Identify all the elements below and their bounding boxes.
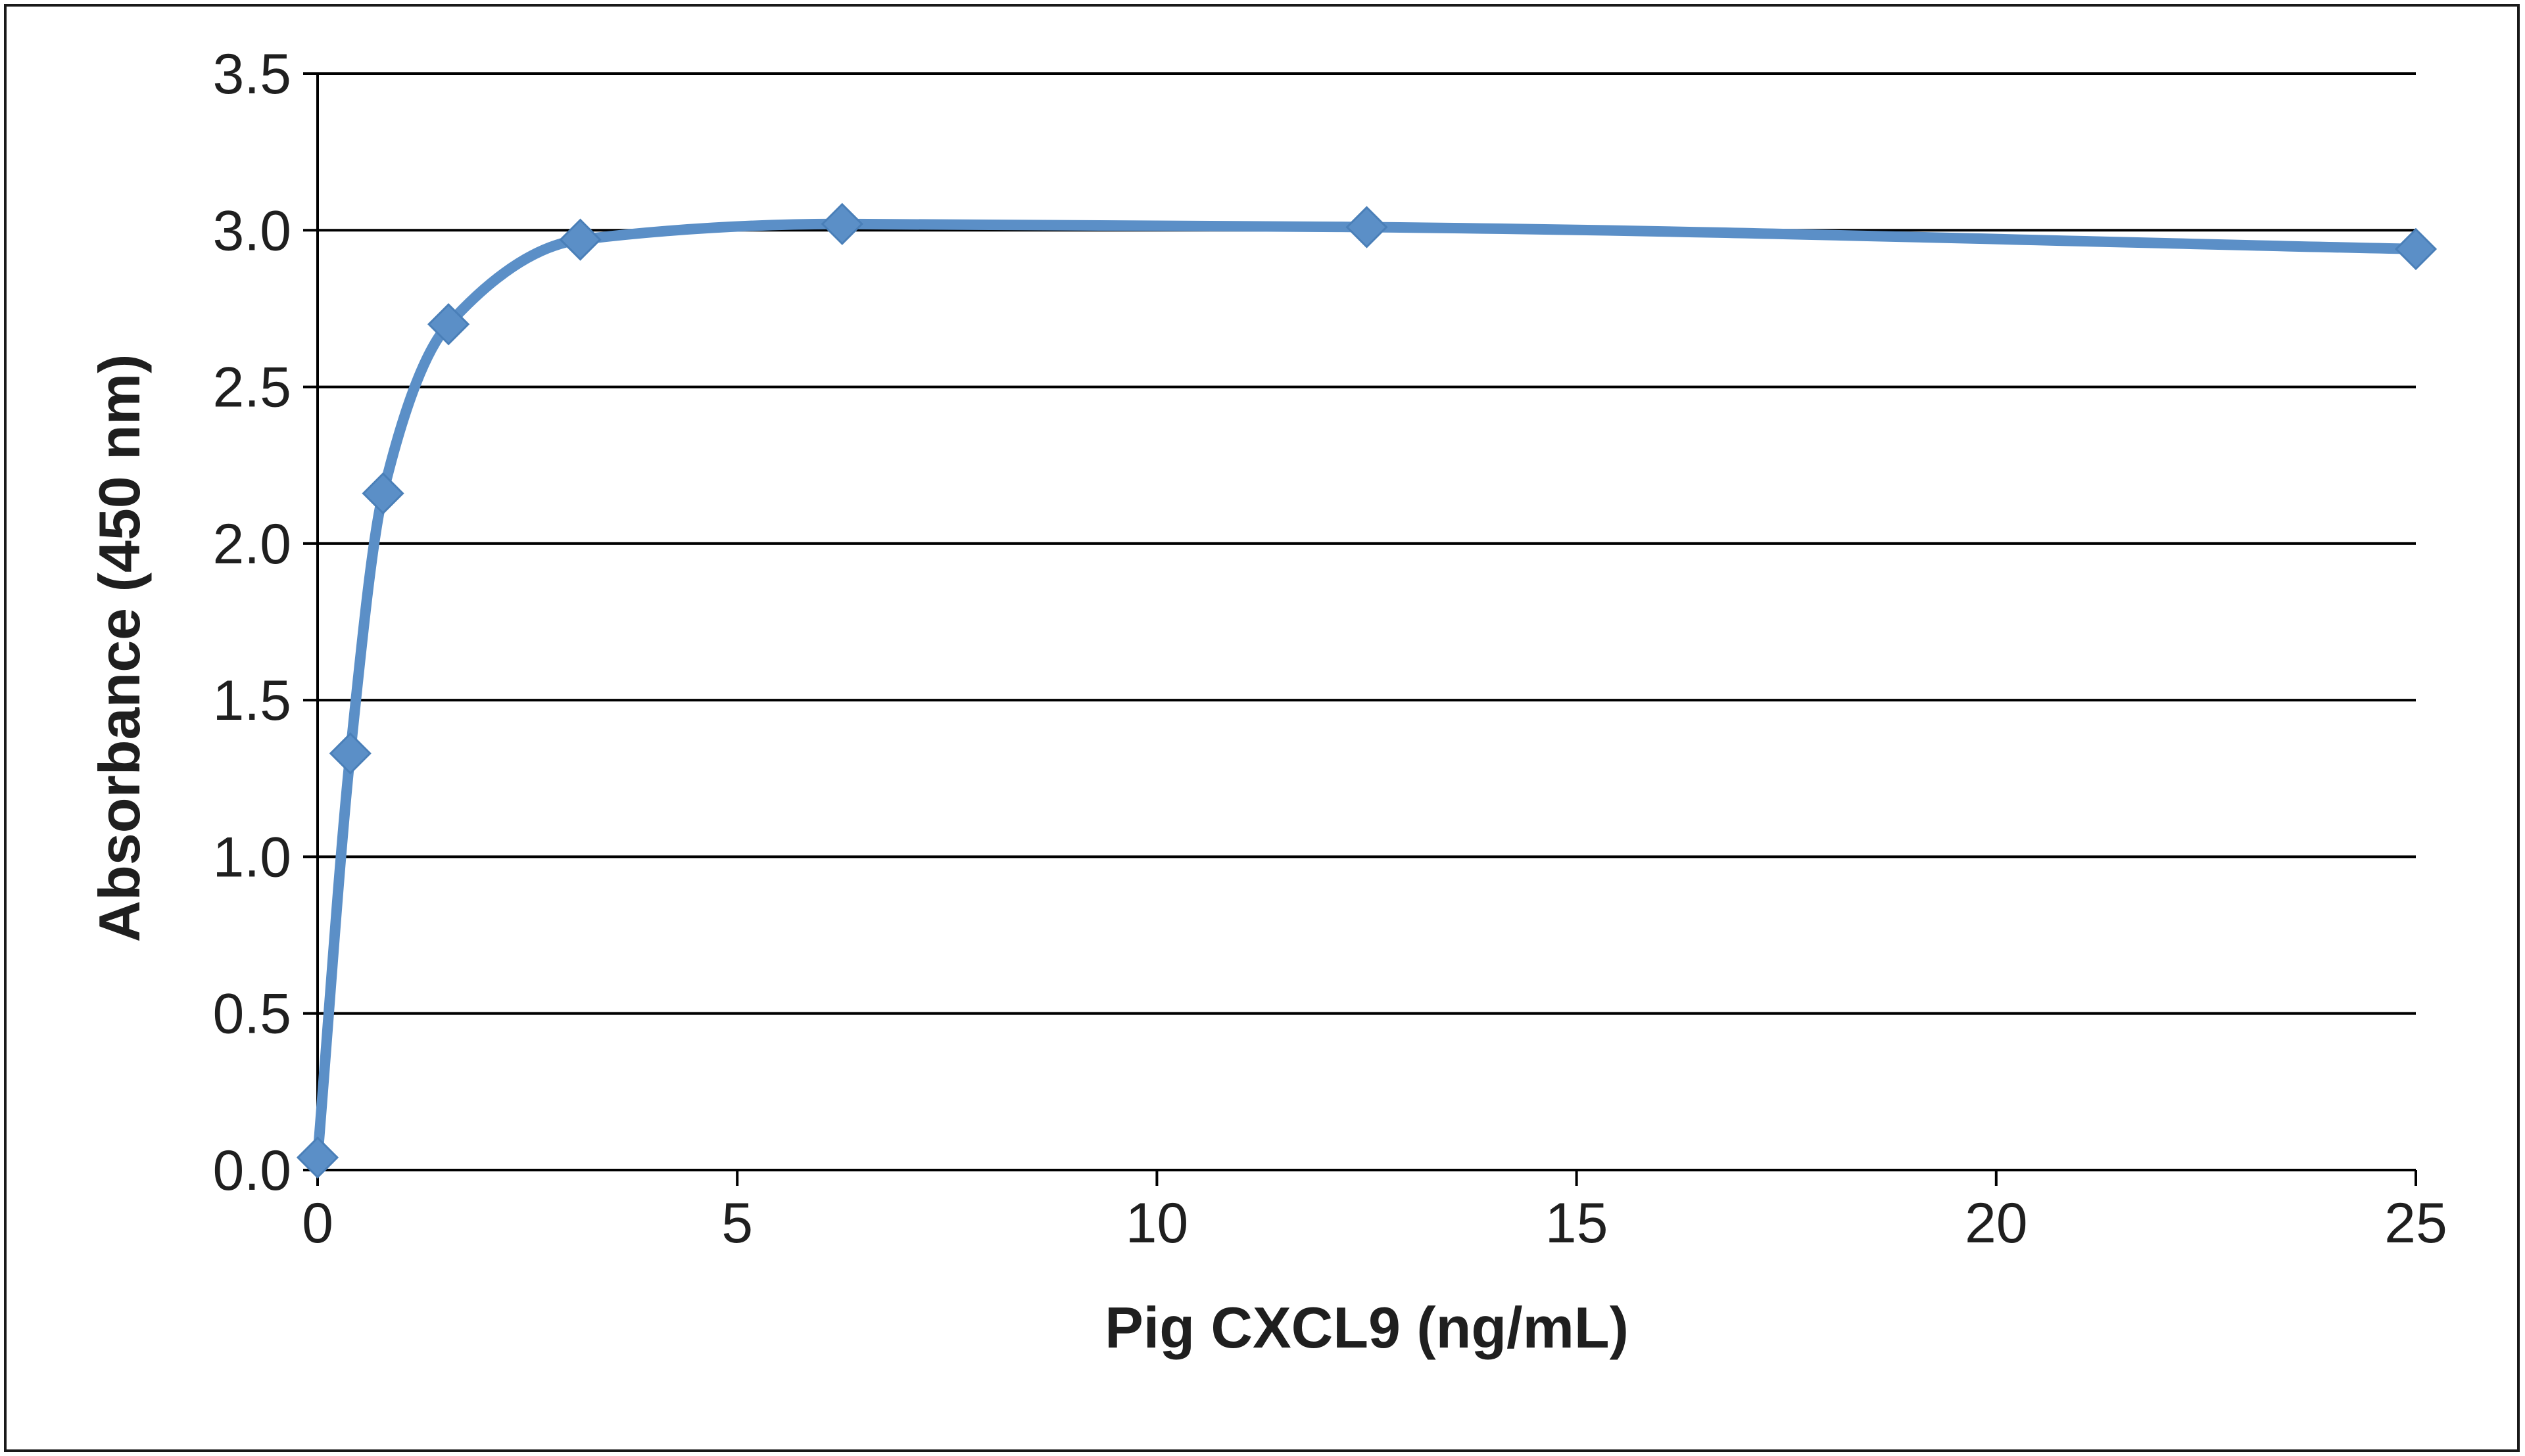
x-tick-label: 20 (1965, 1192, 2028, 1255)
x-tick-label: 10 (1126, 1192, 1189, 1255)
y-tick-label: 0.5 (212, 983, 291, 1046)
y-tick-label: 1.5 (212, 669, 291, 732)
y-axis-title: Absorbance (450 nm) (87, 354, 152, 943)
data-point-marker (2394, 227, 2438, 271)
x-tick-label: 15 (1545, 1192, 1608, 1255)
data-point-marker (296, 1136, 339, 1179)
y-tick-labels: 0.0 0.5 1.0 1.5 2.0 2.5 3.0 3.5 (212, 43, 291, 1202)
y-tick-label: 2.5 (212, 356, 291, 419)
data-point-marker (1345, 206, 1388, 248)
x-tick-label: 25 (2384, 1192, 2447, 1255)
series-line (312, 218, 2421, 1163)
y-tick-label: 3.5 (212, 43, 291, 106)
x-axis-title: Pig CXCL9 (ng/mL) (1105, 1295, 1629, 1360)
y-tick-label: 3.0 (212, 199, 291, 262)
x-tick-labels: 0 5 10 15 20 25 (302, 1192, 2447, 1255)
y-tick-label: 1.0 (212, 826, 291, 889)
data-point-marker (362, 472, 404, 515)
data-point-marker (559, 218, 602, 261)
data-point-marker (329, 732, 372, 775)
data-point-marker (821, 202, 863, 245)
data-point-marker (427, 303, 470, 346)
x-tick-label: 0 (302, 1192, 333, 1255)
axes (303, 72, 2417, 1186)
y-tick-label: 2.0 (212, 513, 291, 576)
x-tick-label: 5 (721, 1192, 753, 1255)
data-series (296, 202, 2438, 1179)
y-tick-label: 0.0 (212, 1139, 291, 1202)
